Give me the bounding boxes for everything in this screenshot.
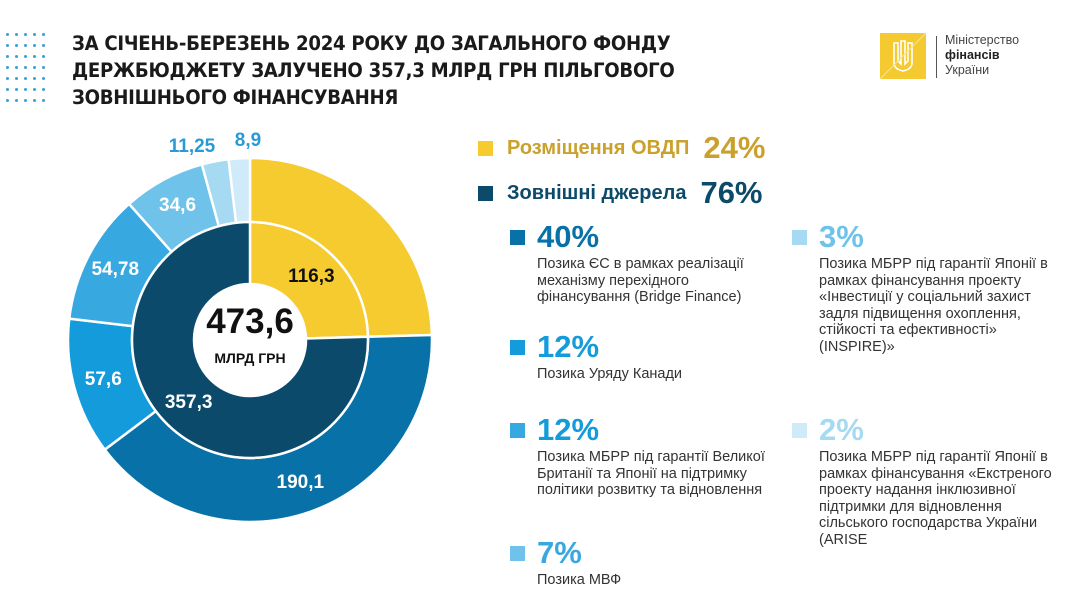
slice-label: 190,1 bbox=[276, 472, 325, 494]
dot bbox=[42, 99, 45, 102]
dot bbox=[33, 99, 36, 102]
page-title: ЗА СІЧЕНЬ-БЕРЕЗЕНЬ 2024 РОКУ ДО ЗАГАЛЬНО… bbox=[72, 30, 675, 111]
dot bbox=[42, 55, 45, 58]
dot bbox=[24, 66, 27, 69]
legend-item-pct-row: 3% bbox=[792, 219, 1059, 254]
dot bbox=[15, 44, 18, 47]
dot bbox=[42, 66, 45, 69]
ministry-name: Міністерство фінансів України bbox=[945, 33, 1019, 78]
dot bbox=[33, 88, 36, 91]
legend-main-external: Зовнішні джерела 76% bbox=[478, 175, 763, 211]
legend-label: Зовнішні джерела bbox=[507, 181, 687, 204]
slice-label: 116,3 bbox=[288, 265, 335, 287]
legend-swatch bbox=[792, 229, 807, 245]
dot bbox=[24, 44, 27, 47]
donut-chart bbox=[66, 156, 434, 524]
dot bbox=[6, 44, 9, 47]
dot bbox=[33, 44, 36, 47]
dot bbox=[6, 33, 9, 36]
legend-item-pct: 40% bbox=[537, 219, 600, 254]
center-unit: МЛРД ГРН bbox=[214, 350, 286, 366]
legend-main-ovdp: Розміщення ОВДП 24% bbox=[478, 130, 765, 166]
legend-pct: 24% bbox=[703, 130, 766, 165]
legend-item-pct: 2% bbox=[819, 412, 864, 447]
legend-swatch bbox=[510, 422, 525, 438]
slice-label: 11,25 bbox=[168, 136, 216, 157]
legend-item-desc: Позика МВФ bbox=[537, 572, 622, 588]
slice-label: 8,9 bbox=[234, 130, 262, 151]
dot bbox=[24, 33, 27, 36]
center-total: 473,6 bbox=[206, 302, 294, 341]
dot bbox=[6, 77, 9, 80]
dot bbox=[24, 88, 27, 91]
legend-item-pct: 7% bbox=[537, 535, 582, 570]
title-line: ЗА СІЧЕНЬ-БЕРЕЗЕНЬ 2024 РОКУ ДО ЗАГАЛЬНО… bbox=[72, 32, 671, 55]
legend-pct: 76% bbox=[700, 175, 763, 210]
dot bbox=[33, 55, 36, 58]
decorative-dots bbox=[6, 33, 51, 110]
dot bbox=[15, 99, 18, 102]
legend-item: 3% Позика МБРР під гарантії Японії в рамк… bbox=[792, 219, 1059, 355]
ministry-line: фінансів bbox=[945, 48, 1000, 62]
legend-item: 7% Позика МВФ bbox=[510, 535, 777, 589]
legend-item: 12% Позика МБРР під гарантії Великої Брит… bbox=[510, 412, 777, 499]
dot bbox=[24, 55, 27, 58]
legend-item-pct-row: 12% bbox=[510, 412, 777, 447]
title-line: ЗОВНІШНЬОГО ФІНАНСУВАННЯ bbox=[72, 86, 399, 109]
ministry-line: України bbox=[945, 63, 990, 77]
ministry-line: Міністерство bbox=[945, 33, 1020, 47]
legend-item-desc: Позика ЄС в рамках реалізації механізму … bbox=[537, 256, 744, 305]
dot bbox=[15, 88, 18, 91]
dot bbox=[6, 55, 9, 58]
legend-item-pct-row: 2% bbox=[792, 412, 1059, 447]
legend-item-pct: 12% bbox=[537, 329, 600, 364]
legend-item: 40% Позика ЄС в рамках реалізації механіз… bbox=[510, 219, 777, 306]
donut-hole bbox=[194, 284, 306, 396]
dot bbox=[6, 99, 9, 102]
legend-swatch bbox=[792, 422, 807, 438]
legend-item-pct-row: 40% bbox=[510, 219, 777, 254]
legend-item-desc: Позика МБРР під гарантії Японії в рамках… bbox=[819, 449, 1052, 548]
dot bbox=[15, 55, 18, 58]
legend-swatch bbox=[510, 339, 525, 355]
legend-label: Розміщення ОВДП bbox=[507, 136, 690, 159]
legend-item-desc: Позика МБРР під гарантії Великої Британі… bbox=[537, 449, 765, 498]
trident-logo-icon bbox=[879, 32, 927, 80]
dot bbox=[42, 77, 45, 80]
legend-swatch bbox=[510, 229, 525, 245]
dot bbox=[42, 33, 45, 36]
dot bbox=[15, 33, 18, 36]
legend-item-pct-row: 12% bbox=[510, 329, 777, 364]
dot bbox=[33, 33, 36, 36]
legend-item-pct-row: 7% bbox=[510, 535, 777, 570]
legend-item-desc: Позика МБРР під гарантії Японії в рамках… bbox=[819, 256, 1048, 355]
legend-item: 2% Позика МБРР під гарантії Японії в рамк… bbox=[792, 412, 1059, 548]
dot bbox=[33, 77, 36, 80]
legend-swatch bbox=[510, 545, 525, 561]
slice-label: 57,6 bbox=[84, 368, 122, 390]
legend-item-pct: 3% bbox=[819, 219, 864, 254]
dot bbox=[33, 66, 36, 69]
slice-label: 54,78 bbox=[91, 258, 140, 280]
slice-label: 357,3 bbox=[164, 392, 213, 414]
slice-label: 34,6 bbox=[159, 195, 197, 217]
legend-swatch bbox=[478, 140, 493, 156]
legend-item-desc: Позика Уряду Канади bbox=[537, 366, 683, 382]
dot bbox=[24, 99, 27, 102]
legend-item: 12% Позика Уряду Канади bbox=[510, 329, 777, 383]
dot bbox=[6, 88, 9, 91]
title-line: ДЕРЖБЮДЖЕТУ ЗАЛУЧЕНО 357,3 МЛРД ГРН ПІЛЬ… bbox=[72, 59, 675, 82]
logo-divider bbox=[936, 36, 937, 78]
dot bbox=[6, 66, 9, 69]
dot bbox=[42, 44, 45, 47]
dot bbox=[15, 66, 18, 69]
legend-item-pct: 12% bbox=[537, 412, 600, 447]
dot bbox=[24, 77, 27, 80]
legend-swatch bbox=[478, 185, 493, 201]
dot bbox=[42, 88, 45, 91]
dot bbox=[15, 77, 18, 80]
